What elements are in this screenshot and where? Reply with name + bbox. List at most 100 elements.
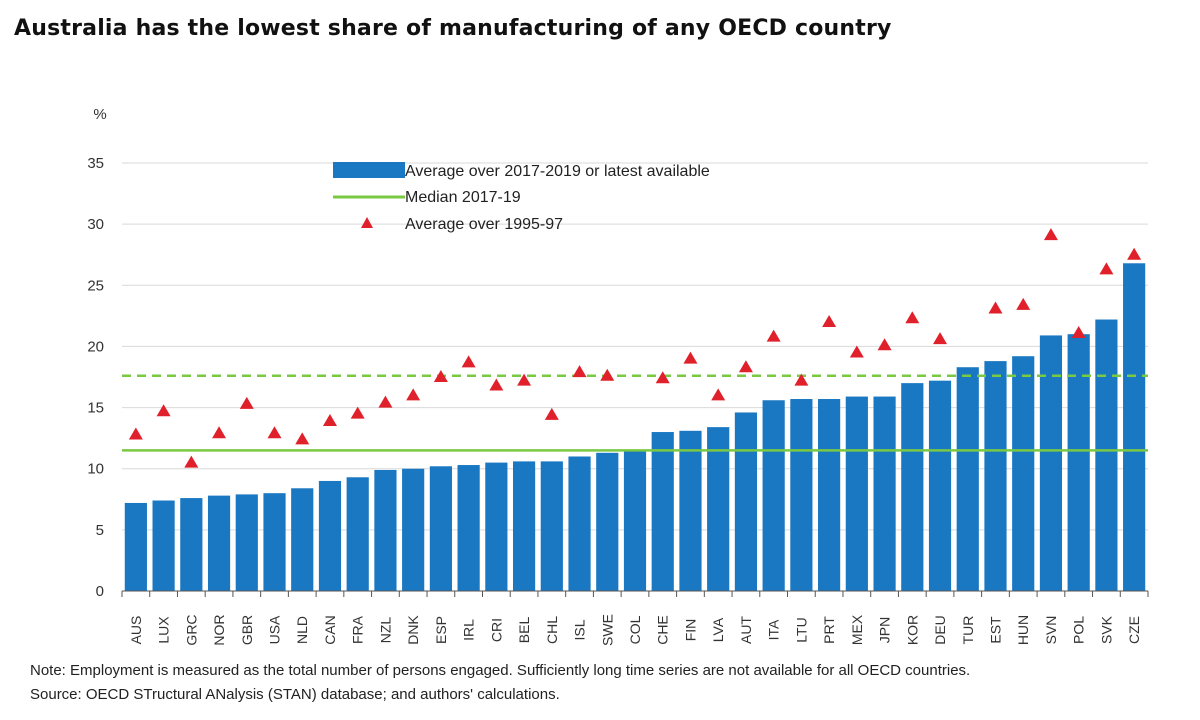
triangle-pol: [1071, 325, 1086, 338]
x-tick-label: EST: [987, 616, 1003, 644]
x-tick-label: MEX: [849, 614, 865, 645]
bar-ltu: [790, 399, 813, 591]
legend-median-label: Median 2017-19: [405, 189, 521, 206]
x-tick-label: IRL: [461, 619, 477, 641]
x-tick-label: FIN: [682, 619, 698, 642]
bar-nld: [291, 488, 314, 591]
triangle-mex: [849, 345, 864, 358]
bar-gbr: [235, 494, 258, 591]
bar-dnk: [402, 468, 425, 591]
triangle-cri: [489, 378, 504, 391]
x-tick-label: TUR: [960, 616, 976, 645]
bar-svn: [1039, 335, 1063, 591]
bar-irl: [457, 465, 480, 591]
triangle-lux: [156, 404, 171, 417]
x-tick-label: BEL: [516, 617, 532, 644]
triangle-markers: [128, 228, 1142, 468]
triangle-swe: [600, 368, 615, 381]
bar-jpn: [873, 396, 896, 591]
x-tick-label: DNK: [405, 615, 421, 645]
x-tick-label: LVA: [710, 617, 726, 642]
legend-triangle-label: Average over 1995-97: [405, 216, 563, 233]
bar-nzl: [374, 469, 397, 591]
y-tick-label: 15: [87, 400, 104, 417]
bar-swe: [596, 452, 619, 591]
bar-est: [984, 361, 1007, 591]
triangle-gbr: [239, 396, 254, 409]
x-tick-label: PRT: [821, 616, 837, 644]
x-tick-label: CZE: [1126, 616, 1142, 644]
bar-nor: [207, 495, 231, 591]
triangle-est: [988, 301, 1003, 314]
triangle-can: [322, 414, 337, 427]
triangle-nor: [212, 426, 227, 439]
y-axis-label: %: [93, 106, 106, 123]
bar-chl: [540, 461, 563, 591]
source-note: Source: OECD STructural ANalysis (STAN) …: [30, 686, 560, 703]
bar-fra: [346, 477, 369, 591]
triangle-isl: [572, 365, 587, 378]
y-tick-label: 35: [87, 155, 104, 172]
manufacturing-share-chart: 0 5 10 15 20 25 30 35% AUS LUX GRC NOR GBR USA NLD CAN F…: [87, 106, 1149, 646]
triangle-aut: [738, 360, 753, 373]
x-tick-label: SVN: [1043, 616, 1059, 645]
chart-title: Australia has the lowest share of manufa…: [14, 16, 892, 41]
x-tick-label: POL: [1071, 616, 1087, 644]
triangle-che: [655, 371, 670, 384]
bar-lva: [707, 427, 730, 591]
bar-lux: [152, 500, 175, 591]
x-tick-label: USA: [267, 615, 283, 644]
triangle-dnk: [406, 388, 421, 401]
bar-tur: [956, 367, 979, 591]
bar-svk: [1095, 319, 1118, 591]
x-tick-label: CHE: [655, 615, 671, 645]
axes: 0 5 10 15 20 25 30 35% AUS LUX GRC NOR GBR USA NLD CAN F…: [87, 106, 1149, 646]
y-tick-label: 0: [96, 583, 104, 600]
triangle-cze: [1127, 247, 1142, 260]
x-tick-label: NLD: [294, 616, 310, 644]
triangle-esp: [433, 370, 448, 382]
bar-esp: [429, 466, 452, 591]
x-tick-label: SWE: [599, 614, 615, 646]
bar-cze: [1123, 263, 1146, 591]
legend: Average over 2017-2019 or latest availab…: [333, 162, 710, 233]
bar-can: [318, 480, 342, 591]
x-tick-label: DEU: [932, 615, 948, 645]
bar-che: [651, 432, 674, 591]
x-tick-label: CHL: [544, 616, 560, 644]
triangle-ltu: [794, 373, 809, 386]
triangle-irl: [461, 355, 476, 368]
bar-aut: [734, 412, 758, 591]
triangle-grc: [184, 455, 199, 468]
x-tick-label: JPN: [877, 617, 893, 643]
x-tick-label: GBR: [239, 615, 255, 645]
x-tick-label: ISL: [572, 619, 588, 640]
median-lines: [122, 374, 1148, 452]
x-tick-label: LTU: [793, 617, 809, 642]
triangle-prt: [822, 314, 837, 327]
x-tick-label: COL: [627, 615, 643, 644]
bar-aus: [124, 502, 147, 591]
triangle-hun: [1016, 297, 1031, 310]
x-tick-label: CAN: [322, 615, 338, 645]
x-tick-label: AUS: [128, 616, 144, 645]
triangle-fra: [350, 406, 365, 419]
footnote: Note: Employment is measured as the tota…: [30, 662, 971, 679]
x-tick-label: ESP: [433, 616, 449, 644]
y-tick-label: 5: [96, 522, 104, 539]
bar-hun: [1012, 356, 1035, 591]
triangle-nld: [295, 432, 310, 445]
triangle-svk: [1099, 262, 1114, 275]
triangle-fin: [683, 351, 698, 364]
x-tick-label: GRC: [183, 614, 199, 645]
x-tick-label: LUX: [156, 616, 172, 644]
triangle-nzl: [378, 395, 393, 408]
bar-col: [623, 450, 647, 591]
bar-cri: [485, 462, 508, 591]
x-tick-label: NZL: [377, 617, 393, 644]
triangle-bel: [517, 373, 532, 386]
bar-ita: [762, 400, 785, 591]
triangle-lva: [711, 388, 726, 401]
bars: [124, 263, 1146, 591]
x-tick-label: SVK: [1098, 615, 1114, 644]
